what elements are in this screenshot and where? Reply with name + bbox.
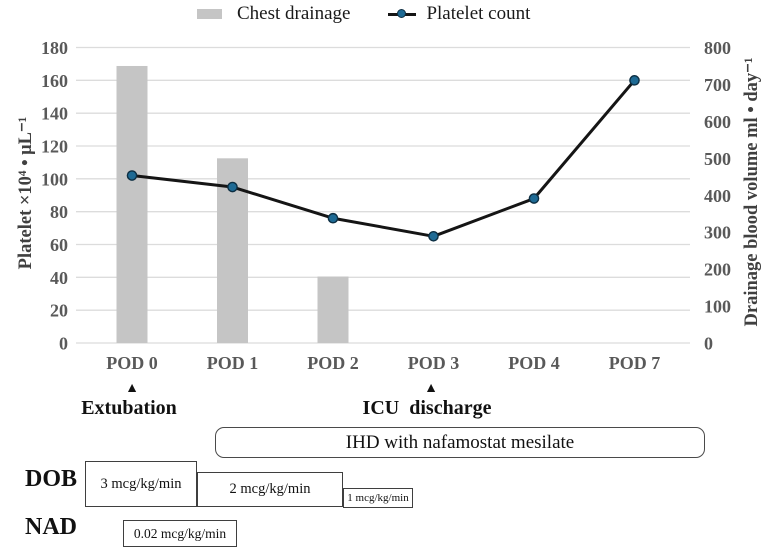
left-axis-tick-label: 120	[41, 137, 68, 157]
bar-pod-2	[317, 276, 349, 343]
chest-drainage-swatch-icon	[197, 9, 222, 19]
legend-platelet-count-label: Platelet count	[426, 3, 531, 24]
x-axis-label: POD 3	[408, 353, 460, 373]
ihd-therapy-label: IHD with nafamostat mesilate	[345, 431, 575, 453]
right-axis-tick-label: 400	[704, 186, 731, 206]
left-axis-tick-label: 40	[50, 268, 68, 288]
icu-discharge-label: ICU discharge	[362, 397, 492, 419]
point-pod-7	[629, 75, 640, 86]
nad-dose-box-1: 0.02 mcg/kg/min	[123, 520, 237, 547]
x-axis-label: POD 2	[307, 353, 359, 373]
left-axis-tick-label: 20	[50, 301, 68, 321]
left-axis-tick-label: 80	[50, 202, 68, 222]
dob-dose-box-1: 3 mcg/kg/min	[85, 461, 197, 507]
right-axis-tick-label: 200	[704, 260, 731, 280]
legend-dot-icon	[397, 9, 407, 18]
ihd-therapy-box: IHD with nafamostat mesilate	[215, 427, 705, 458]
nad-label: NAD	[25, 514, 77, 540]
right-axis-title: Drainage blood volume ml • day⁻¹	[742, 57, 762, 327]
left-axis-tick-label: 160	[41, 71, 68, 91]
x-axis-label: POD 7	[609, 353, 661, 373]
legend-chest-drainage-label: Chest drainage	[237, 3, 351, 24]
x-axis-label: POD 4	[508, 353, 560, 373]
left-axis-title: Platelet ×10⁴ • μL⁻¹	[16, 116, 36, 270]
icu-discharge-marker-icon: ▲	[424, 381, 438, 396]
platelet-line-marker-icon	[388, 8, 417, 20]
combo-chart: 0 20 40 60 80 100 120 140 160 180 0 100 200 300 400 500…	[41, 38, 731, 373]
left-axis-tick-label: 60	[50, 235, 68, 255]
right-axis-tick-label: 0	[704, 334, 713, 354]
right-axis-tick-label: 100	[704, 297, 731, 317]
x-axis-label: POD 1	[207, 353, 259, 373]
point-pod-1	[227, 181, 238, 193]
dob-label: DOB	[25, 466, 78, 492]
right-axis-tick-label: 600	[704, 112, 731, 132]
dob-dose-box-2: 2 mcg/kg/min	[197, 472, 343, 507]
platelet-count-line	[131, 79, 636, 238]
point-pod-0	[126, 170, 138, 181]
point-pod-2	[327, 212, 339, 224]
right-axis-tick-label: 300	[704, 223, 731, 243]
extubation-label: Extubation	[81, 397, 177, 419]
right-axis-tick-label: 500	[704, 149, 731, 169]
left-axis-tick-label: 140	[41, 104, 68, 124]
point-pod-3	[428, 230, 439, 242]
chart-legend: Chest drainage Platelet count	[197, 2, 530, 26]
x-axis-label: POD 0	[106, 353, 158, 373]
left-axis-tick-label: 0	[59, 334, 68, 354]
bar-pod-0	[116, 65, 148, 343]
dob-dose-box-3: 1 mcg/kg/min	[343, 488, 413, 508]
right-axis-tick-label: 700	[704, 75, 731, 95]
point-pod-4	[528, 193, 540, 204]
extubation-marker-icon: ▲	[125, 381, 139, 396]
left-axis-tick-label: 180	[41, 38, 68, 58]
right-axis-tick-label: 800	[704, 38, 731, 58]
left-axis-tick-label: 100	[41, 169, 68, 189]
